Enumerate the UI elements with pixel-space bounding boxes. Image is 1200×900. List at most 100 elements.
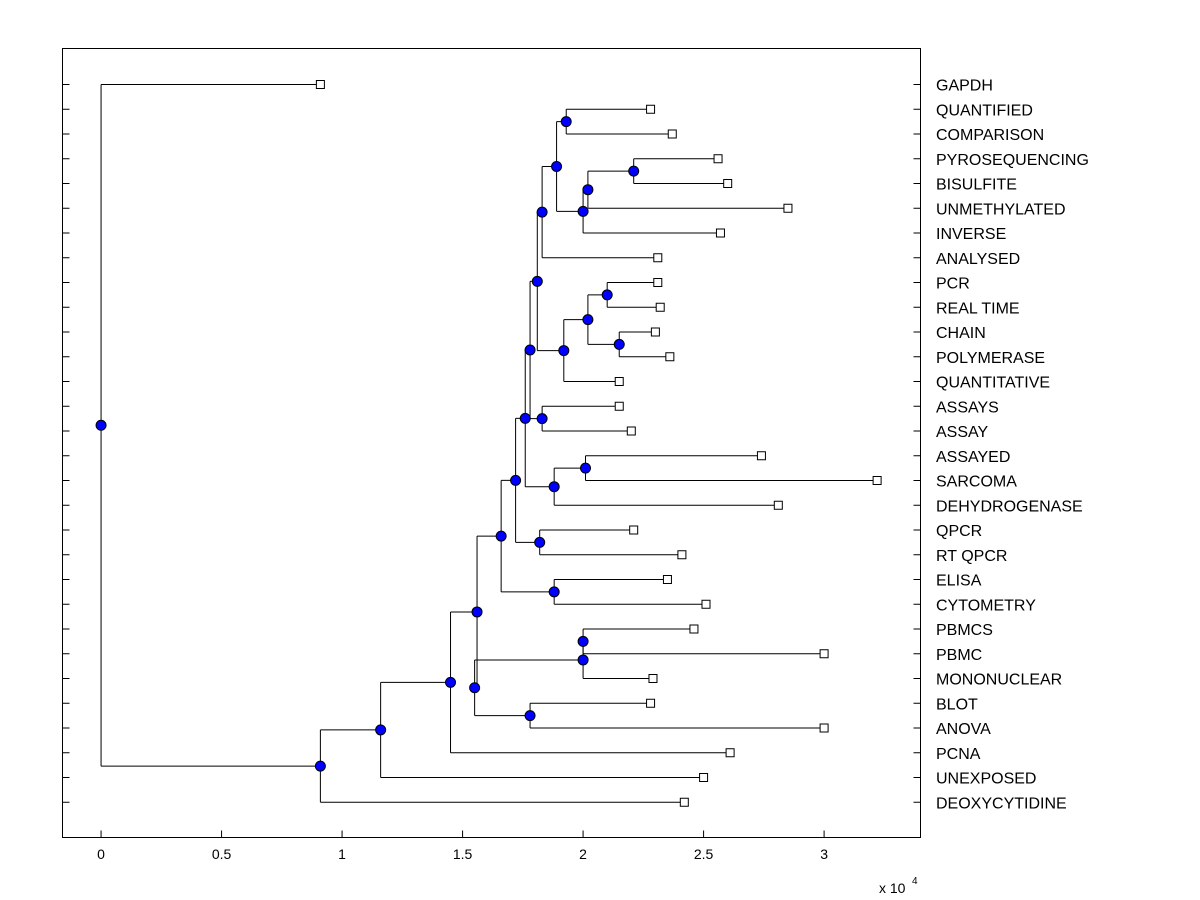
- leaf-label: ELISA: [936, 573, 982, 590]
- leaf-label: COMPARISON: [936, 127, 1044, 144]
- leaf-label: POLYMERASE: [936, 350, 1045, 367]
- leaf-label: ANOVA: [936, 721, 991, 738]
- x-tick-label: 2: [579, 846, 587, 862]
- cluster-node-marker: [510, 474, 522, 486]
- cluster-node-marker: [579, 462, 591, 474]
- leaf-marker: [614, 377, 624, 386]
- cluster-node-marker: [577, 635, 589, 647]
- leaf-label: INVERSE: [936, 226, 1006, 243]
- leaf-label: PBMC: [936, 647, 982, 664]
- cluster-node-marker: [534, 536, 546, 548]
- leaf-label: GAPDH: [936, 78, 993, 95]
- cluster-node-marker: [445, 676, 457, 688]
- cluster-node-marker: [558, 345, 570, 357]
- plot-frame: [62, 48, 921, 838]
- leaf-label: UNMETHYLATED: [936, 201, 1066, 218]
- cluster-node-marker: [531, 275, 543, 287]
- x-multiplier-exponent: 4: [912, 876, 918, 887]
- cluster-node-marker: [560, 116, 572, 128]
- leaf-label: REAL TIME: [936, 300, 1020, 317]
- cluster-node-marker: [471, 606, 483, 618]
- leaf-label: PBMCS: [936, 622, 993, 639]
- cluster-node-marker: [577, 654, 589, 666]
- cluster-node-marker: [314, 760, 326, 772]
- cluster-node-marker: [582, 184, 594, 196]
- leaf-marker: [653, 253, 663, 263]
- leaf-label: PYROSEQUENCING: [936, 152, 1089, 169]
- x-tick-label: 3: [820, 846, 828, 862]
- leaf-label: ASSAY: [936, 424, 989, 441]
- leaf-marker: [667, 129, 677, 139]
- cluster-node-marker: [601, 289, 613, 301]
- leaf-marker: [773, 500, 783, 510]
- leaf-marker: [646, 104, 656, 114]
- leaf-label: ANALYSED: [936, 251, 1020, 268]
- leaf-label: ASSAYED: [936, 449, 1010, 466]
- leaf-marker: [679, 797, 689, 807]
- cluster-node-marker: [613, 338, 625, 350]
- cluster-node-marker: [582, 314, 594, 326]
- leaf-label: QPCR: [936, 523, 982, 540]
- leaf-marker: [725, 748, 735, 758]
- leaf-marker: [756, 451, 766, 461]
- cluster-node-marker: [548, 586, 560, 598]
- leaf-marker: [715, 228, 725, 238]
- x-tick-label: 1.5: [453, 846, 473, 862]
- x-tick-label: 0: [97, 846, 105, 862]
- cluster-node-marker: [551, 160, 563, 172]
- leaf-marker: [650, 327, 660, 337]
- leaf-label: BLOT: [936, 696, 978, 713]
- leaf-label: QUANTIFIED: [936, 102, 1033, 119]
- cluster-node-marker: [519, 412, 531, 424]
- leaf-marker: [648, 674, 658, 683]
- leaf-label: RT QPCR: [936, 548, 1007, 565]
- leaf-label: QUANTITATIVE: [936, 375, 1050, 392]
- cluster-node-marker: [375, 724, 387, 736]
- leaf-marker: [713, 154, 723, 164]
- leaf-label: PCNA: [936, 746, 981, 763]
- leaf-marker: [699, 773, 709, 782]
- leaf-label: BISULFITE: [936, 177, 1017, 194]
- leaf-marker: [723, 179, 733, 188]
- cluster-node-marker: [548, 481, 560, 493]
- x-tick-labels: 0 0.5 1 1.5 2 2.5 3: [97, 846, 828, 862]
- leaf-label: CHAIN: [936, 325, 986, 342]
- leaf-label: CYTOMETRY: [936, 597, 1036, 614]
- leaf-marker: [614, 401, 624, 411]
- cluster-node-marker: [536, 413, 548, 425]
- leaf-label: DEOXYCYTIDINE: [936, 795, 1067, 812]
- x-tick-label: 2.5: [694, 846, 714, 862]
- cluster-node-marker: [469, 682, 481, 694]
- leaf-label: MONONUCLEAR: [936, 672, 1062, 689]
- cluster-node-marker: [536, 206, 548, 218]
- leaf-marker: [689, 624, 699, 634]
- cluster-node-marker: [95, 419, 107, 431]
- node-markers: [95, 116, 640, 772]
- leaf-label: SARCOMA: [936, 474, 1017, 491]
- leaf-marker: [819, 649, 829, 659]
- cluster-node-marker: [628, 165, 640, 177]
- leaf-marker: [655, 302, 665, 312]
- x-tick-label: 1: [338, 846, 346, 862]
- leaf-markers: [315, 80, 882, 807]
- leaf-marker: [819, 723, 829, 733]
- leaf-label: DEHYDROGENASE: [936, 498, 1083, 515]
- leaf-marker: [646, 698, 656, 708]
- x-multiplier-label: x 10: [879, 880, 906, 896]
- tick-marks: [62, 84, 921, 838]
- leaf-marker: [665, 352, 675, 362]
- cluster-node-marker: [495, 530, 507, 542]
- leaf-marker: [783, 203, 793, 213]
- leaf-label: UNEXPOSED: [936, 771, 1036, 788]
- x-tick-label: 0.5: [212, 846, 232, 862]
- cluster-node-marker: [524, 344, 536, 356]
- cluster-node-marker: [577, 205, 589, 217]
- leaf-marker: [315, 80, 325, 89]
- leaf-marker: [662, 575, 672, 584]
- leaf-marker: [653, 278, 663, 287]
- leaf-label: PCR: [936, 276, 970, 293]
- leaf-marker: [701, 599, 711, 609]
- leaf-label: ASSAYS: [936, 399, 999, 416]
- leaf-marker: [629, 525, 639, 535]
